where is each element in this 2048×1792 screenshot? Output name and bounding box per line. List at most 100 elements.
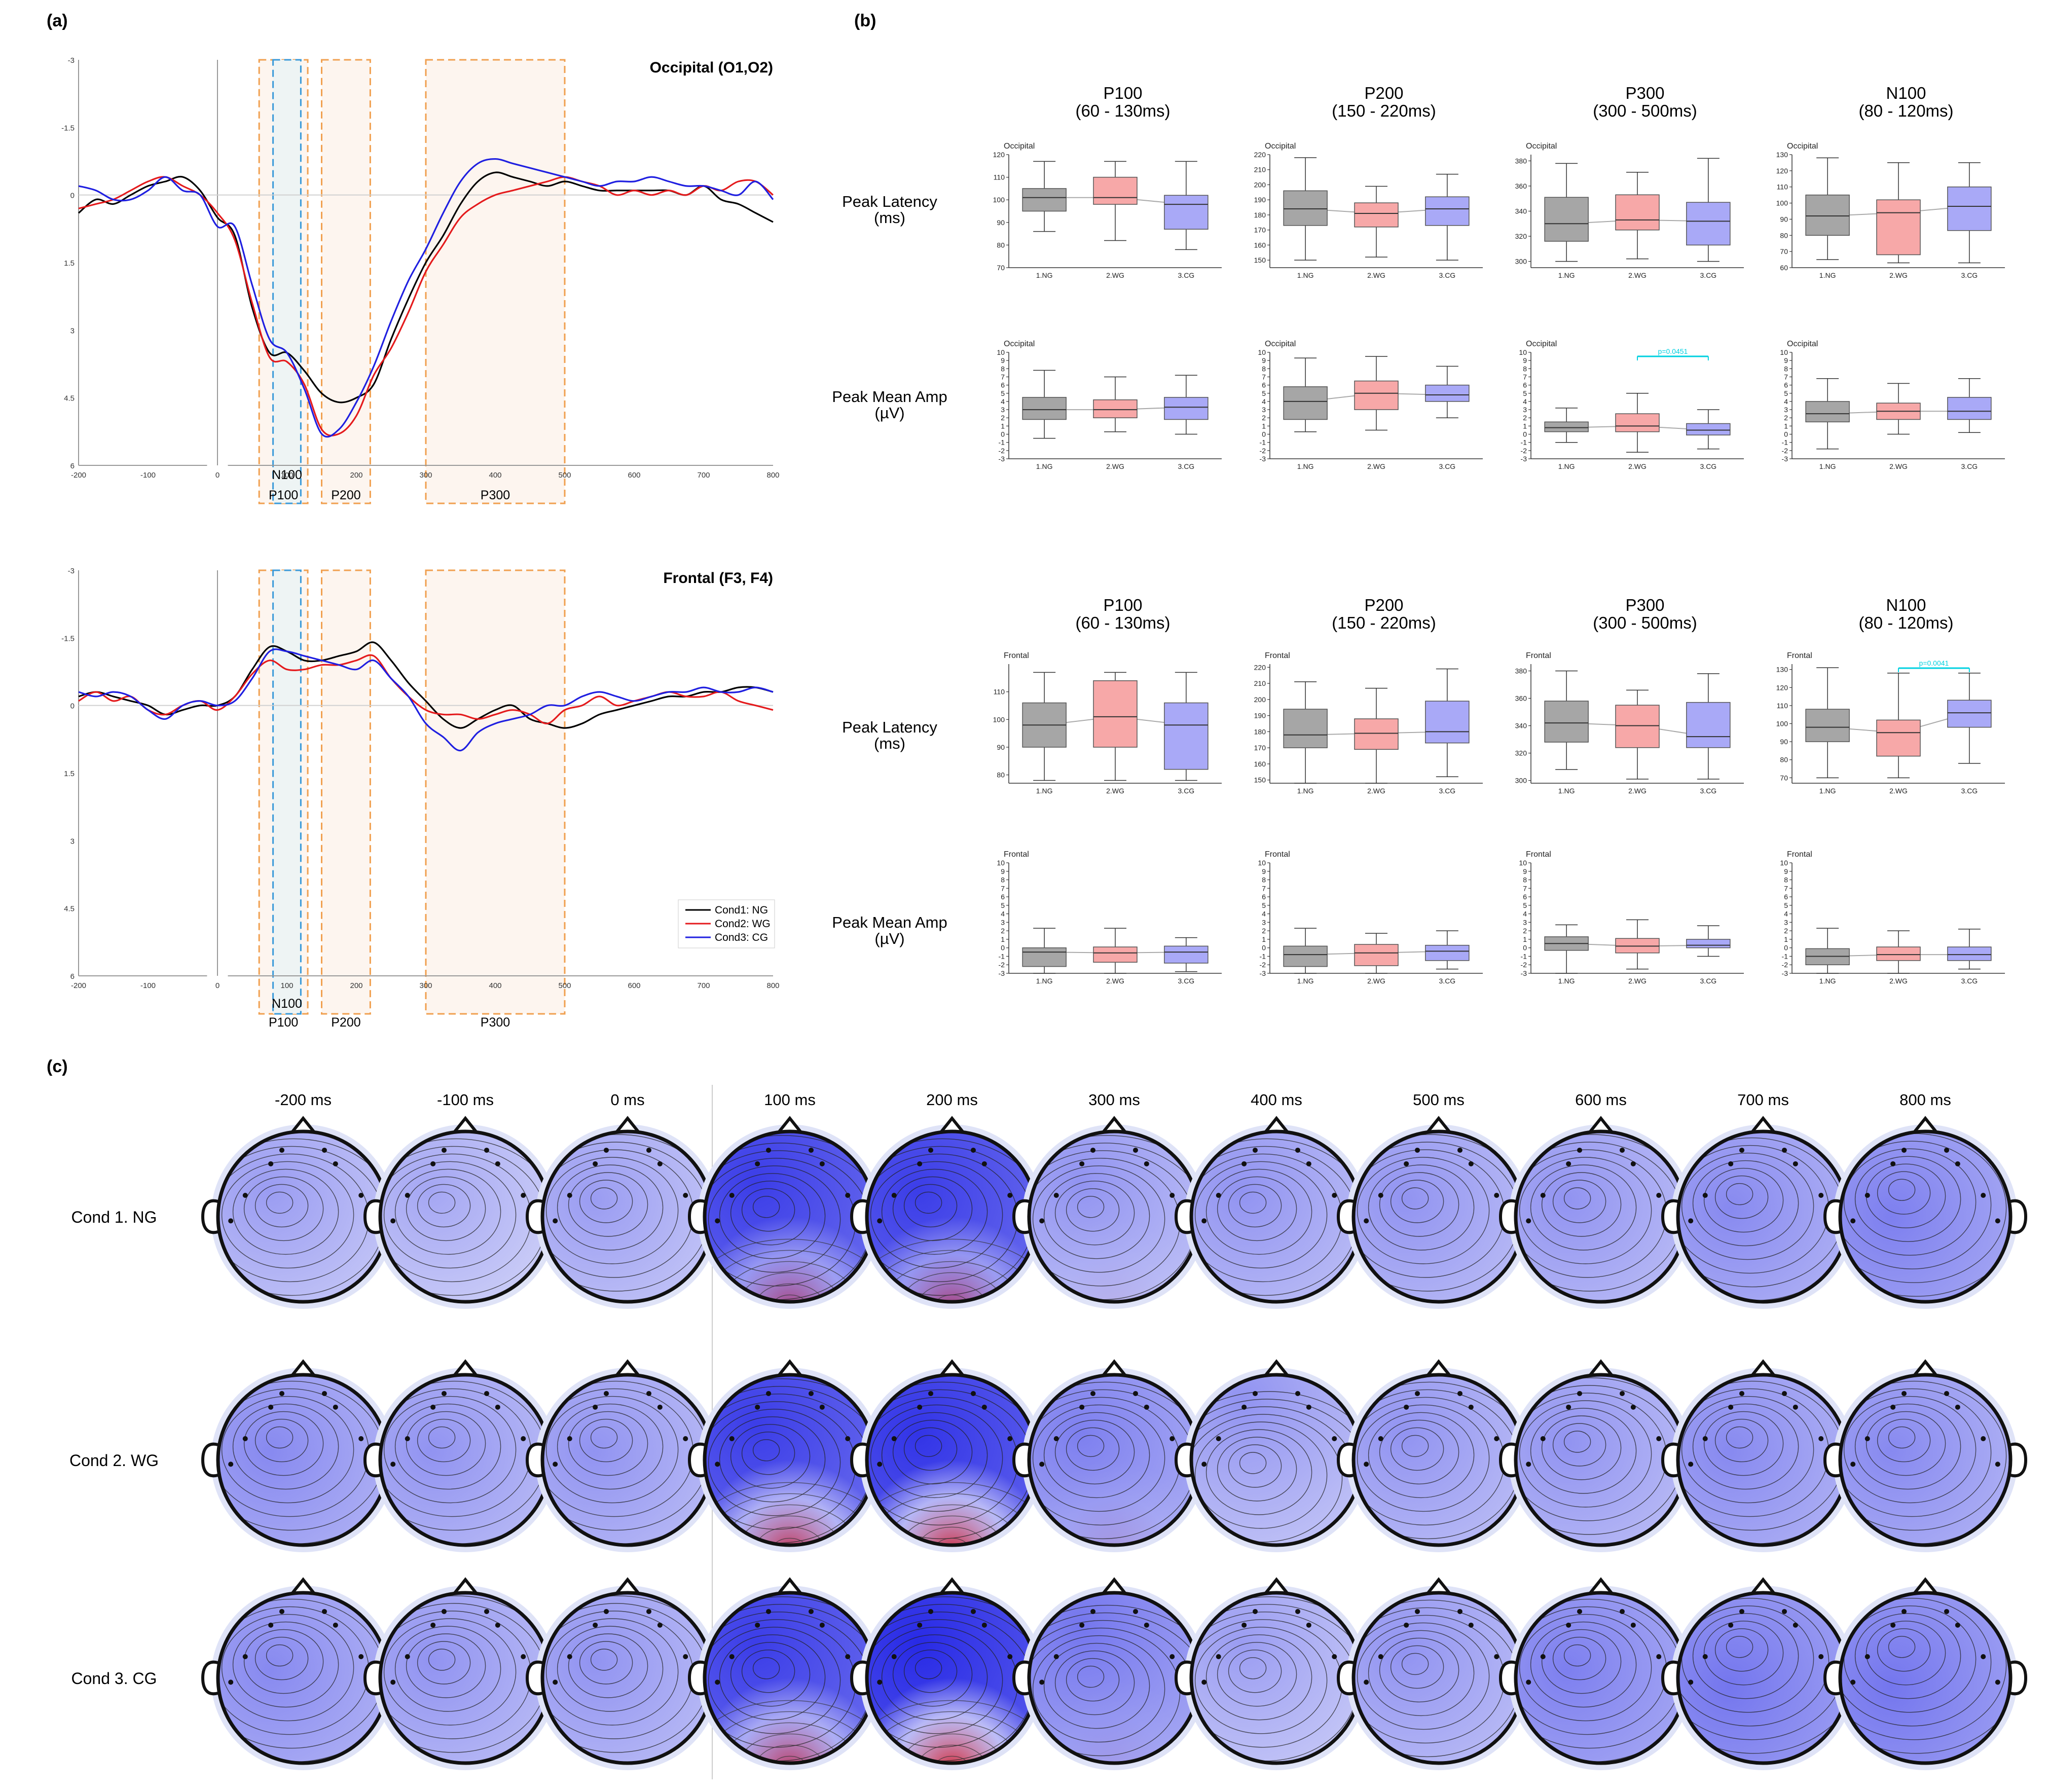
front-lat-box-cg [1164,702,1209,770]
topomap-ear-left [1336,1199,1354,1234]
front-amp-y-tick-label: 3 [1784,918,1788,926]
topomap-positive-field [1678,1593,1848,1763]
topomap-electrode [268,1622,274,1628]
occ-amp-y-tick-label: 4 [1001,397,1005,406]
occ-lat-box-cg [1164,195,1209,230]
topomap-contour-positive [867,1250,1037,1302]
topomap-contour [1032,1165,1165,1273]
occ-amp-y-tick-label: -1 [999,438,1005,447]
topomap-electrode [1850,1218,1856,1224]
topomap-contour [1029,1143,1199,1302]
topomap-electrode [1688,1218,1694,1224]
topomap-electrode [1253,1147,1258,1153]
topomap-contour [1401,1187,1429,1210]
front-amp-y-tick-label: 5 [1523,901,1527,909]
front-amp-box-cg [1947,946,1992,961]
topomap-contour [730,1181,811,1246]
topomap-ear-left [1498,1199,1516,1234]
topomap-ear-left [201,1199,218,1234]
topomap-contour-positive [900,1515,1004,1545]
topomap-ear-left [850,1199,867,1234]
topomap-head [850,1359,1054,1552]
topomap-electrode [358,1193,364,1198]
topomap-contour [1066,1427,1120,1471]
occ-window-p300 [425,59,566,504]
occ-amp-group-label: 3.CG [1178,462,1195,470]
topomap-contour [915,1657,942,1679]
topomap-head [1336,1359,1541,1552]
topomap-head [525,1577,730,1770]
topomap-contour [752,1439,780,1461]
front-amp-label-1: Peak Mean Amp [832,913,947,931]
topomap-ear-left [201,1660,218,1696]
topomap-contour-positive [738,1272,842,1302]
front-amp-y-tick-label: 0 [1784,944,1788,952]
topomap-electrode [1793,1161,1798,1166]
occ-lat-group-label: 3.CG [1439,271,1456,279]
topomap-ear-left [687,1442,705,1478]
topomap-nose [1587,1116,1615,1135]
topomap-electrode [1378,1436,1383,1441]
topomap-contour [903,1427,958,1471]
topomap-nose [1101,1577,1128,1596]
topomap-electrode [1415,1391,1420,1396]
topomap-contour-positive [705,1250,875,1302]
topomap-contour [1563,1644,1591,1667]
front-y-tick-label: -1.5 [61,634,75,643]
topomap-ear-left [363,1660,381,1696]
occ-lat-y-tick-label: 190 [1254,196,1266,204]
front-lat-group-label: 3.CG [1439,787,1456,795]
front-amp-y-tick-label: 10 [1780,859,1788,867]
topomap-contour [1054,1650,1135,1715]
front-amp-y-tick-label: 6 [1523,893,1527,901]
front-lat-y-tick-label: 180 [1254,727,1266,736]
topomap-contour-positive [705,1482,875,1545]
topomap-condition-label: Cond 1. NG [71,1208,157,1226]
topomap-contour [1368,1412,1475,1498]
topomap-electrode [1728,1622,1734,1628]
topomap-contour [1043,1173,1150,1259]
topomap-contours [867,1596,1037,1763]
front-amp-y-tick-label: 4 [1001,910,1005,918]
front-lat-y-tick-label: 90 [1780,738,1788,746]
topomap-contour [1703,1411,1784,1476]
topomap-electrode [1169,1436,1175,1441]
topomap-electrode [242,1436,248,1441]
front-amp-y-tick-label: -3 [1260,969,1266,977]
topomap-contour [1530,1621,1637,1708]
topomap-contour [730,1642,811,1707]
topomap-electrode [1782,1147,1787,1153]
topomap-contour [1194,1421,1328,1529]
topomap-electrode [1216,1436,1221,1441]
topomap-contour-positive [738,1515,842,1545]
occ-header-p100-window: (60 - 130ms) [1075,101,1170,120]
topomap-electrode [1850,1461,1856,1467]
occ-header-p300-name: P300 [1625,84,1664,102]
topomap-head [1012,1577,1217,1770]
front-amp-box-wg [1354,944,1399,966]
topomap-electrode [755,1622,760,1628]
front-amp-group-label: 2.WG [1106,977,1124,985]
topomap-contours [1516,1375,1686,1545]
topomap-contour [394,1626,501,1712]
occ-amp-y-tick-label: 8 [1001,364,1005,373]
topomap-electrode [553,1461,558,1467]
topomap-head [687,1359,892,1552]
front-amp-y-tick-label: -3 [1521,969,1527,977]
front-lat-y-tick-label: 80 [997,771,1005,779]
front-lat-y-tick-label: 380 [1515,667,1527,675]
topomap-electrode [390,1461,396,1467]
topomap-electrode [1053,1193,1059,1198]
topomap-contour [218,1138,388,1302]
topomap-electrode [1818,1436,1824,1441]
topomap-contour [1888,1636,1916,1658]
topomap-ear-left [687,1199,705,1234]
topomap-head [1661,1577,1866,1770]
topomap-contour [903,1650,958,1693]
occ-y-tick-label: 4.5 [64,394,75,403]
topomap-head [1823,1116,2028,1309]
topomap-contour [380,1595,551,1763]
topomap-electrode [1378,1193,1383,1198]
